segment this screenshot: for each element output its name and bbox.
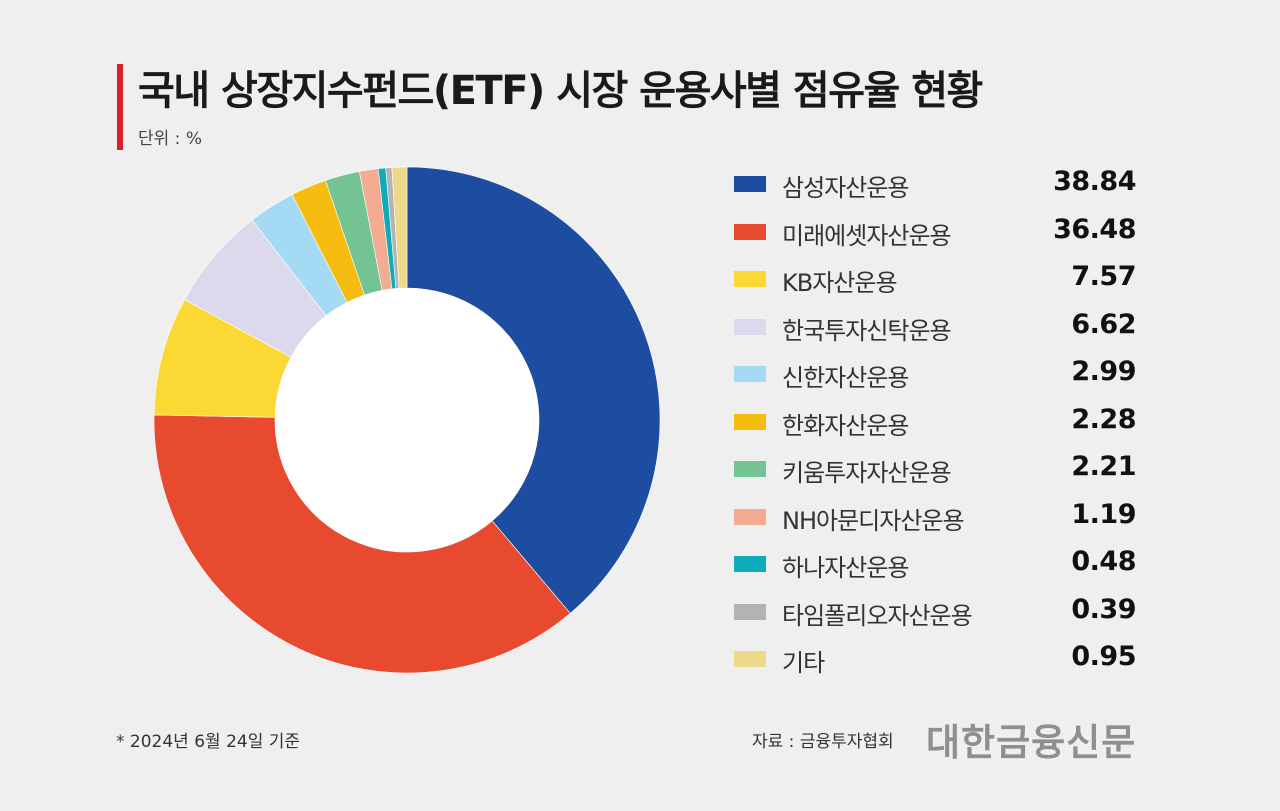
- legend-label: 하나자산운용: [782, 554, 909, 582]
- legend-swatch: [734, 176, 766, 192]
- legend-label: 타임폴리오자산운용: [782, 601, 973, 630]
- source-note: 자료 : 금융투자협회: [752, 732, 894, 752]
- legend-item: 키움투자자산운용 2.21: [734, 445, 1144, 493]
- date-footnote: * 2024년 6월 24일 기준: [116, 732, 301, 752]
- legend-item: KB자산운용 7.57: [734, 255, 1144, 303]
- legend-item: 기타 0.95: [734, 635, 1144, 683]
- legend-label: 기타: [782, 649, 825, 677]
- legend-swatch: [734, 651, 766, 667]
- legend-value: 1.19: [1071, 498, 1136, 530]
- brand-logo: 대한금융신문: [926, 721, 1137, 764]
- legend-label: 한국투자신탁운용: [782, 316, 952, 345]
- legend-value: 2.28: [1071, 403, 1136, 435]
- title-accent-bar: [117, 64, 123, 150]
- legend-value: 2.99: [1071, 356, 1136, 387]
- legend-swatch: [734, 366, 766, 382]
- legend-label: KB자산운용: [782, 269, 898, 297]
- donut-hole: [275, 288, 539, 552]
- legend-label: 신한자산운용: [782, 364, 909, 392]
- legend-value: 0.95: [1071, 641, 1136, 672]
- legend-label: 키움투자자산운용: [782, 459, 952, 487]
- legend-value: 6.62: [1071, 308, 1136, 340]
- legend-label: 한화자산운용: [782, 411, 909, 440]
- legend-item: 타임폴리오자산운용 0.39: [734, 588, 1144, 636]
- legend-label: NH아문디자산운용: [782, 506, 965, 535]
- legend-swatch: [734, 556, 766, 572]
- legend-item: NH아문디자산운용 1.19: [734, 493, 1144, 541]
- legend-swatch: [734, 508, 766, 525]
- legend-swatch: [734, 413, 766, 430]
- legend-swatch: [734, 461, 766, 477]
- legend-swatch: [734, 603, 766, 620]
- legend-label: 미래에셋자산운용: [782, 221, 952, 250]
- legend-swatch: [734, 271, 766, 287]
- legend-label: 삼성자산운용: [782, 174, 909, 202]
- legend-item: 삼성자산운용 38.84: [734, 160, 1144, 208]
- legend-value: 38.84: [1053, 166, 1136, 197]
- legend-value: 0.39: [1071, 593, 1136, 625]
- legend-item: 하나자산운용 0.48: [734, 540, 1144, 588]
- legend-swatch: [734, 318, 766, 335]
- page-title: 국내 상장지수펀드(ETF) 시장 운용사별 점유율 현황: [138, 68, 983, 114]
- legend-value: 2.21: [1071, 451, 1136, 482]
- legend-value: 0.48: [1071, 546, 1136, 577]
- legend-swatch: [734, 223, 766, 240]
- unit-label: 단위 : %: [138, 129, 202, 149]
- legend-item: 미래에셋자산운용 36.48: [734, 208, 1144, 256]
- legend-value: 36.48: [1053, 213, 1136, 245]
- legend-value: 7.57: [1071, 261, 1136, 292]
- legend-item: 한국투자신탁운용 6.62: [734, 303, 1144, 351]
- chart-legend: 삼성자산운용 38.84 미래에셋자산운용 36.48 KB자산운용 7.57 한국투자신탁…: [734, 160, 1144, 683]
- legend-item: 신한자산운용 2.99: [734, 350, 1144, 398]
- legend-item: 한화자산운용 2.28: [734, 398, 1144, 446]
